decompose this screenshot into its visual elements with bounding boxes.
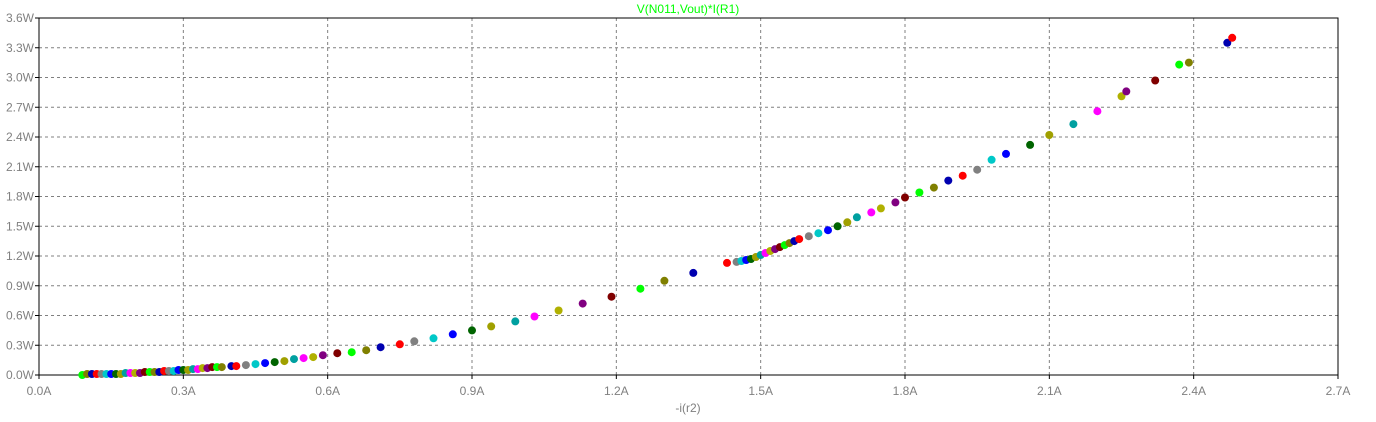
x-tick-label: 0.3A	[171, 384, 196, 398]
data-point	[824, 226, 832, 235]
x-tick-label: 2.1A	[1037, 384, 1062, 398]
y-tick-label: 0.6W	[6, 309, 35, 323]
data-point	[232, 362, 241, 371]
y-tick-label: 2.7W	[6, 100, 35, 114]
data-point	[867, 208, 876, 217]
data-point	[607, 292, 616, 301]
y-tick-label: 1.8W	[6, 190, 35, 204]
tick-labels: 0.0A 0.3A 0.6A 0.9A 1.2A 1.5A 1.8A 2.1A 2.4A 2.7A…	[6, 11, 1350, 398]
y-tick-label: 1.2W	[6, 249, 35, 263]
data-point	[410, 337, 419, 346]
data-point	[1002, 149, 1010, 158]
data-point	[843, 218, 852, 227]
data-point	[660, 276, 669, 285]
data-point	[270, 358, 279, 367]
data-point	[804, 232, 813, 241]
data-point	[891, 198, 900, 207]
data-point	[852, 213, 861, 222]
data-point	[530, 312, 539, 321]
x-tick-label: 2.7A	[1326, 384, 1351, 398]
data-points	[78, 33, 1237, 379]
data-point	[944, 176, 953, 185]
data-point	[915, 188, 924, 197]
data-point	[876, 204, 885, 213]
data-point	[833, 222, 842, 231]
data-point	[448, 330, 457, 339]
x-tick-label: 0.0A	[27, 384, 52, 398]
y-tick-label: 1.5W	[6, 219, 35, 233]
data-point	[309, 353, 318, 362]
data-point	[958, 171, 967, 180]
data-point	[901, 193, 909, 202]
data-point	[347, 348, 356, 357]
y-tick-label: 3.6W	[6, 11, 35, 25]
data-point	[487, 322, 496, 331]
data-point	[299, 354, 308, 363]
data-point	[261, 359, 270, 368]
data-point	[1069, 120, 1078, 129]
x-tick-label: 0.9A	[460, 384, 485, 398]
data-point	[554, 306, 563, 315]
y-tick-label: 2.1W	[6, 160, 35, 174]
data-point	[1184, 58, 1193, 67]
x-tick-label: 2.4A	[1181, 384, 1206, 398]
data-point	[636, 284, 645, 293]
chart-title: V(N011,Vout)*I(R1)	[637, 2, 740, 16]
grid-lines	[39, 18, 1338, 375]
data-point	[1223, 38, 1232, 47]
data-point	[511, 317, 520, 326]
data-point	[468, 326, 476, 335]
data-point	[795, 235, 804, 244]
data-point	[814, 229, 823, 238]
data-point	[1093, 107, 1102, 116]
data-point	[395, 340, 404, 349]
data-point	[280, 357, 289, 366]
y-tick-label: 0.0W	[6, 368, 35, 382]
data-point	[251, 360, 260, 369]
data-point	[1228, 33, 1237, 42]
data-point	[973, 165, 982, 174]
data-point	[723, 258, 731, 267]
data-point	[429, 334, 438, 343]
data-point	[1151, 76, 1160, 85]
y-tick-label: 3.0W	[6, 71, 35, 85]
data-point	[290, 355, 298, 364]
data-point	[1026, 140, 1035, 149]
data-point	[241, 361, 250, 370]
y-tick-label: 0.9W	[6, 279, 35, 293]
data-point	[929, 183, 938, 192]
data-point	[376, 343, 385, 352]
data-point	[1122, 87, 1131, 96]
x-tick-label: 1.8A	[893, 384, 918, 398]
y-tick-label: 0.3W	[6, 338, 35, 352]
data-point	[578, 299, 587, 308]
x-tick-label: 1.5A	[748, 384, 773, 398]
x-tick-label: 0.6A	[315, 384, 340, 398]
data-point	[1175, 60, 1184, 69]
x-tick-label: 1.2A	[604, 384, 629, 398]
data-point	[333, 349, 342, 358]
y-tick-label: 3.3W	[6, 41, 35, 55]
data-point	[362, 346, 371, 355]
data-point	[217, 363, 226, 372]
data-point	[1117, 92, 1126, 101]
x-axis-label: -i(r2)	[675, 401, 700, 415]
data-point	[987, 155, 996, 164]
y-tick-label: 2.4W	[6, 130, 35, 144]
data-point	[318, 351, 327, 360]
data-point	[689, 268, 698, 277]
data-point	[1045, 131, 1054, 139]
